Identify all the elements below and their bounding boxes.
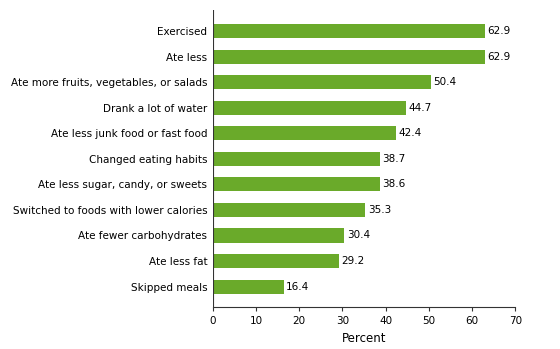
Text: 35.3: 35.3 bbox=[368, 205, 391, 215]
Text: 62.9: 62.9 bbox=[487, 26, 510, 36]
Text: 38.6: 38.6 bbox=[382, 179, 405, 190]
Text: 29.2: 29.2 bbox=[342, 256, 365, 266]
Text: 42.4: 42.4 bbox=[399, 128, 422, 138]
Bar bbox=[213, 229, 344, 243]
Bar bbox=[213, 50, 484, 64]
Text: 38.7: 38.7 bbox=[382, 154, 406, 164]
Text: 50.4: 50.4 bbox=[433, 77, 456, 87]
Text: 62.9: 62.9 bbox=[487, 52, 510, 61]
X-axis label: Percent: Percent bbox=[342, 332, 386, 345]
Bar bbox=[213, 101, 406, 115]
Bar bbox=[213, 280, 284, 294]
Bar bbox=[213, 152, 380, 166]
Bar bbox=[213, 75, 431, 89]
Text: 30.4: 30.4 bbox=[347, 230, 370, 240]
Bar bbox=[213, 203, 365, 217]
Bar bbox=[213, 254, 339, 268]
Bar bbox=[213, 24, 484, 38]
Bar bbox=[213, 177, 380, 191]
Bar bbox=[213, 126, 396, 140]
Text: 44.7: 44.7 bbox=[408, 103, 432, 113]
Text: 16.4: 16.4 bbox=[286, 282, 310, 292]
